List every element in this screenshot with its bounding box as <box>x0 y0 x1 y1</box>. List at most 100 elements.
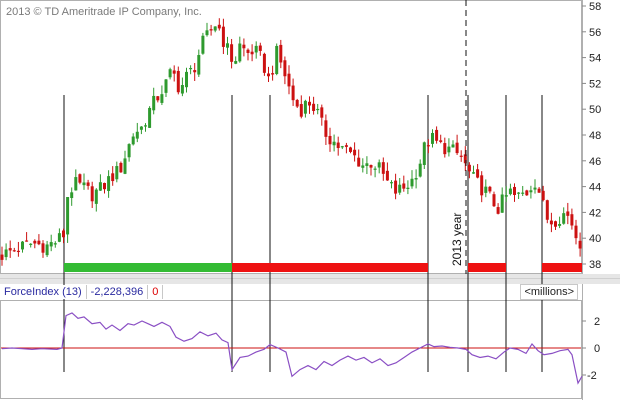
candle-down <box>435 129 439 141</box>
candle-up <box>66 197 70 235</box>
candle-down <box>443 143 447 155</box>
candle-up <box>213 26 217 31</box>
candle-up <box>57 233 61 242</box>
candle-down <box>488 186 492 192</box>
indicator-value: -2,228,396 <box>86 285 149 299</box>
candle-up <box>472 172 475 174</box>
indicator-name[interactable]: ForceIndex (13) <box>0 285 87 299</box>
candle-down <box>570 214 574 226</box>
candle-up <box>201 35 205 54</box>
candle-down <box>463 154 467 164</box>
candle-down <box>402 183 406 189</box>
candle-down <box>283 60 287 77</box>
candle-down <box>78 174 82 183</box>
candle-up <box>164 79 168 93</box>
candle-up <box>180 85 184 94</box>
candle-down <box>8 248 12 251</box>
signal-band-red <box>542 263 582 272</box>
year-label: 2013 year <box>450 213 464 266</box>
price-tick-label: 40 <box>589 233 601 245</box>
candle-down <box>258 45 262 51</box>
price-tick-label: 38 <box>589 259 601 271</box>
signal-bands <box>64 263 582 272</box>
indicator-extra: 0 <box>148 285 164 299</box>
signal-band-green <box>64 263 232 272</box>
candle-up <box>74 177 78 191</box>
candle-down <box>156 96 160 101</box>
candle-up <box>189 67 193 70</box>
candle-up <box>275 45 279 74</box>
copyright-text: 2013 © TD Ameritrade IP Company, Inc. <box>6 6 202 18</box>
candle-down <box>439 140 443 142</box>
candle-up <box>431 132 434 144</box>
force-tick-label: 0 <box>594 343 600 355</box>
candle-up <box>234 61 238 64</box>
candle-up <box>316 108 320 111</box>
candle-down <box>250 51 254 55</box>
candle-down <box>480 175 484 196</box>
price-tick-label: 42 <box>589 207 601 219</box>
candle-up <box>197 55 201 75</box>
force-axis: 2 0 -2 <box>582 316 600 382</box>
candle-down <box>12 250 16 252</box>
candle-down <box>312 103 316 111</box>
candle-down <box>336 142 340 149</box>
candle-up <box>131 136 135 145</box>
candle-down <box>267 73 270 77</box>
candle-up <box>82 182 86 186</box>
candle-down <box>299 104 303 117</box>
candle-up <box>45 244 49 256</box>
candle-up <box>562 213 566 224</box>
candle-down <box>41 243 45 253</box>
candle-up <box>377 162 381 168</box>
candle-up <box>254 45 258 53</box>
candle-down <box>262 53 266 73</box>
indicator-units: <millions> <box>520 284 578 300</box>
candle-up <box>398 184 402 193</box>
candle-up <box>365 163 369 166</box>
candle-up <box>558 223 562 226</box>
candle-down <box>103 182 106 190</box>
candle-down <box>394 180 398 194</box>
candle-down <box>476 169 480 178</box>
candle-down <box>385 170 389 181</box>
candle-up <box>484 186 488 193</box>
candle-down <box>492 194 496 207</box>
candle-down <box>16 250 20 253</box>
candle-up <box>410 178 414 187</box>
candle-down <box>459 155 463 157</box>
candle-down <box>217 24 221 29</box>
price-tick-label: 46 <box>589 156 601 168</box>
candle-down <box>271 73 275 75</box>
candle-up <box>152 95 156 111</box>
candle-down <box>554 221 557 227</box>
candle-down <box>525 190 529 196</box>
candle-up <box>340 146 344 148</box>
force-index-line <box>1 312 583 385</box>
candle-up <box>53 243 57 245</box>
candle-down <box>37 240 41 245</box>
candle-down <box>545 200 549 220</box>
candle-up <box>29 243 33 245</box>
candle-down <box>537 188 541 193</box>
signal-band-red <box>232 263 428 272</box>
candle-up <box>123 158 127 174</box>
candle-up <box>49 242 53 247</box>
signal-band-red <box>468 263 506 272</box>
candle-up <box>447 146 451 153</box>
price-tick-label: 54 <box>589 53 601 65</box>
candle-up <box>373 168 377 170</box>
candle-down <box>111 173 115 182</box>
force-tick-label: -2 <box>587 370 597 382</box>
candle-down <box>344 145 348 147</box>
candle-up <box>148 107 152 128</box>
candle-up <box>139 126 143 130</box>
candle-down <box>90 186 94 202</box>
candle-down <box>467 164 471 172</box>
price-axis: 58 56 54 52 50 48 46 44 42 40 38 <box>582 1 601 271</box>
candle-up <box>238 43 242 62</box>
candle-down <box>369 165 373 168</box>
candle-up <box>115 166 119 180</box>
candle-up <box>94 189 98 204</box>
